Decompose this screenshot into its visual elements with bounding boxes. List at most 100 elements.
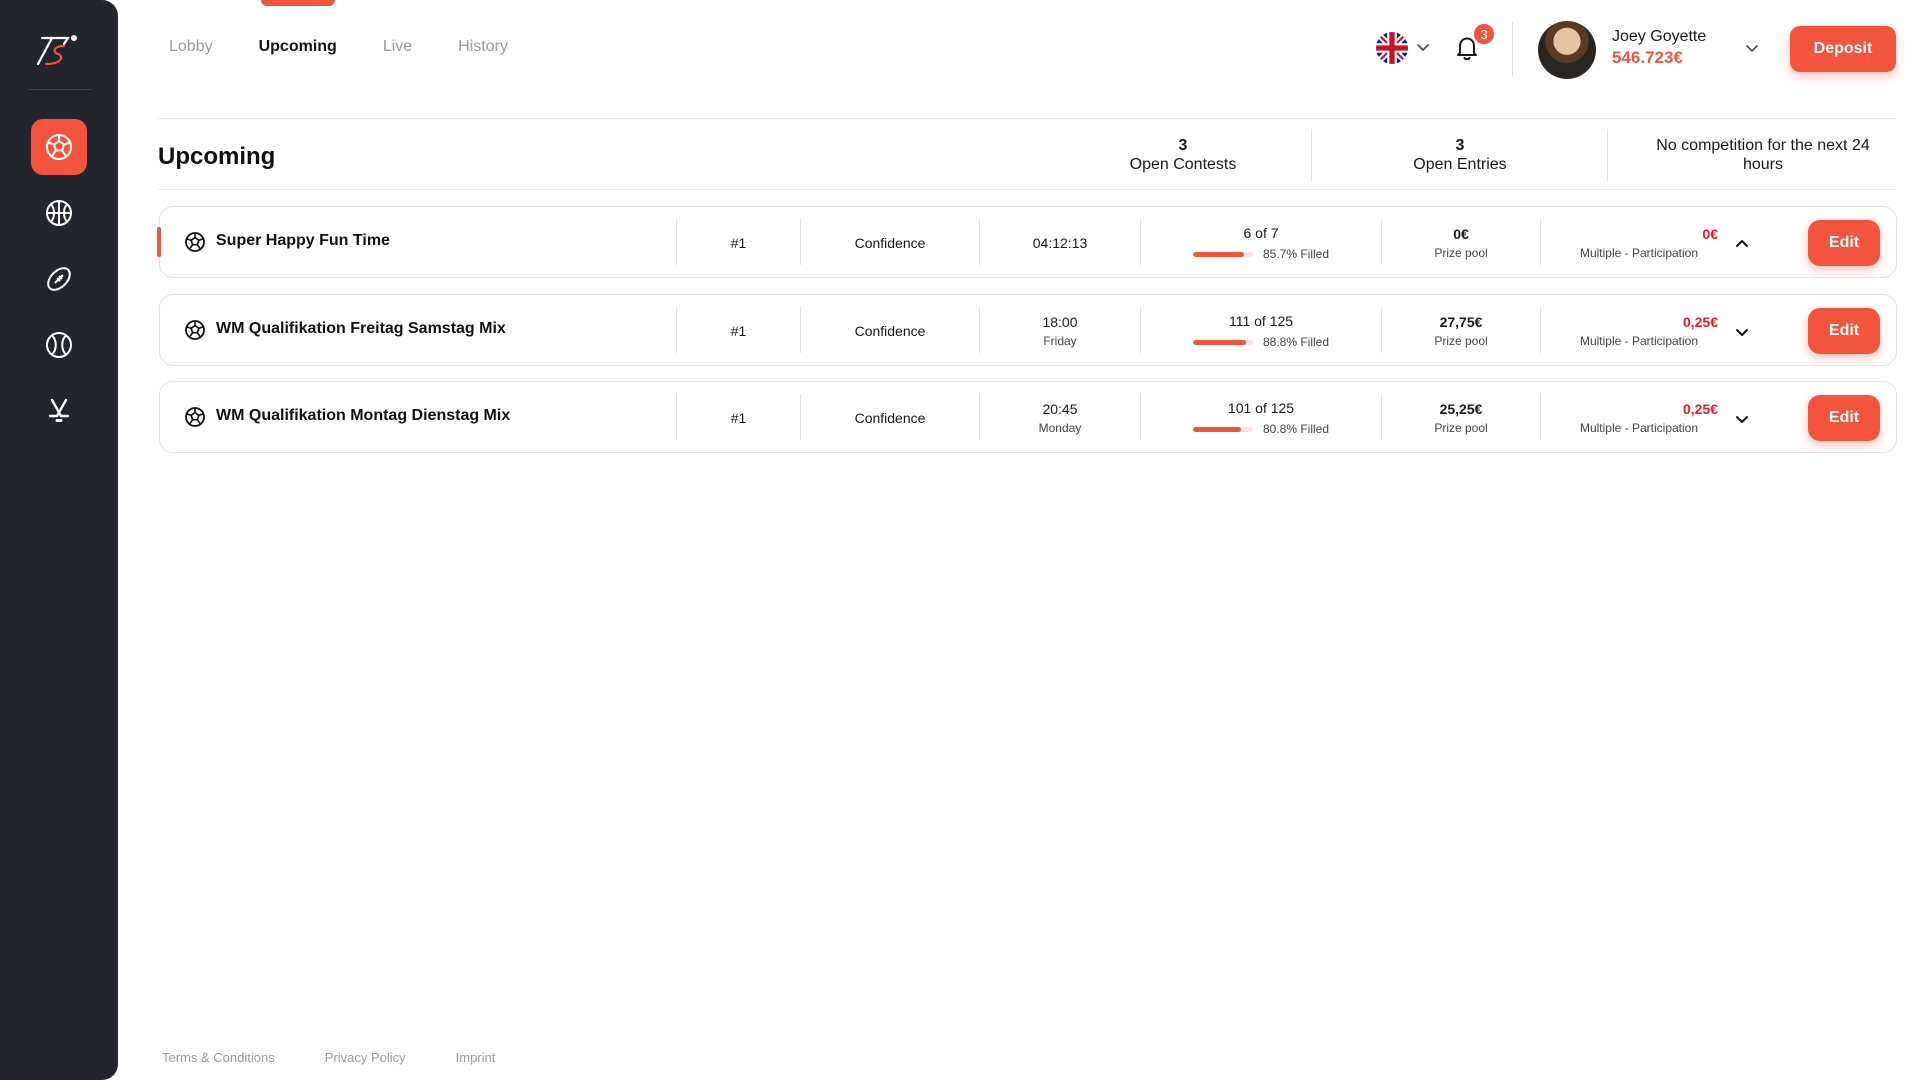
chevron-down-icon[interactable] xyxy=(1416,40,1430,54)
bell-icon[interactable] xyxy=(1454,34,1480,62)
edit-button[interactable]: Edit xyxy=(1808,220,1880,266)
entry-fee-cell: 0,25€ Multiple - Participation xyxy=(1550,382,1728,454)
user-name: Joey Goyette xyxy=(1612,28,1707,45)
contest-entries-cell: 111 of 125 88.8% Filled xyxy=(1141,295,1381,367)
open-contests-label: Open Contests xyxy=(1129,156,1237,173)
contest-type-cell: Confidence xyxy=(801,382,979,454)
tab-upcoming[interactable]: Upcoming xyxy=(258,38,337,55)
soccer-ball-icon xyxy=(185,407,205,427)
active-tab-indicator xyxy=(261,0,335,6)
participation-label: Multiple - Participation xyxy=(1579,421,1699,435)
deposit-button[interactable]: Deposit xyxy=(1790,26,1896,72)
next-competition-text: No competition for the next 24 hours xyxy=(1656,137,1870,173)
contest-rank: #1 xyxy=(730,235,747,251)
fill-progress-track xyxy=(1192,339,1253,345)
tab-history[interactable]: History xyxy=(458,38,508,55)
contest-entries: 101 of 125 xyxy=(1227,400,1295,416)
column-divider xyxy=(1381,307,1382,353)
fill-progress-track xyxy=(1192,251,1253,257)
contest-entries-cell: 6 of 7 85.7% Filled xyxy=(1141,207,1381,279)
fill-percent-label: 88.8% Filled xyxy=(1262,335,1330,349)
fill-percent-label: 80.8% Filled xyxy=(1262,422,1330,436)
edit-button[interactable]: Edit xyxy=(1808,308,1880,354)
stat-divider xyxy=(1607,129,1608,181)
prize-pool-cell: 0€ Prize pool xyxy=(1382,207,1540,279)
contest-row[interactable]: Super Happy Fun Time #1 Confidence 04:12… xyxy=(157,206,1897,279)
notification-badge: 3 xyxy=(1472,22,1496,46)
prize-pool-cell: 25,25€ Prize pool xyxy=(1382,382,1540,454)
contest-type: Confidence xyxy=(854,235,926,251)
next-competition-stat: No competition for the next 24 hours xyxy=(1638,119,1888,191)
contest-day: Monday xyxy=(1038,421,1082,435)
chevron-down-icon[interactable] xyxy=(1744,40,1760,56)
contest-rank: #1 xyxy=(730,323,747,339)
contest-entries: 111 of 125 xyxy=(1228,313,1294,329)
privacy-link[interactable]: Privacy Policy xyxy=(324,1050,406,1065)
sidebar-item-american-football[interactable] xyxy=(31,251,87,307)
soccer-ball-icon xyxy=(185,232,205,252)
sidebar-item-tennis[interactable] xyxy=(31,317,87,373)
column-divider xyxy=(979,219,980,265)
stat-divider xyxy=(1311,129,1312,181)
column-divider xyxy=(676,219,677,265)
chevron-down-icon[interactable] xyxy=(1734,411,1750,427)
fill-progress-bar xyxy=(1192,426,1242,432)
tab-lobby[interactable]: Lobby xyxy=(169,38,213,55)
contest-name[interactable]: WM Qualifikation Freitag Samstag Mix xyxy=(216,320,506,337)
column-divider xyxy=(979,394,980,440)
entry-fee-value: 0,25€ xyxy=(1682,401,1718,417)
entry-fee-value: 0€ xyxy=(1702,226,1718,242)
contest-time-cell: 04:12:13 xyxy=(980,207,1140,279)
summary-bar: Upcoming 3 Open Contests 3 Open Entries … xyxy=(158,118,1896,190)
fill-progress-track xyxy=(1192,426,1253,432)
uk-flag-icon[interactable] xyxy=(1376,32,1408,64)
column-divider xyxy=(676,307,677,353)
edit-button[interactable]: Edit xyxy=(1808,395,1880,441)
sidebar-divider xyxy=(28,89,92,90)
column-divider xyxy=(800,394,801,440)
column-divider xyxy=(1140,219,1141,265)
contest-time: 20:45 xyxy=(1042,401,1078,417)
footer: Terms & Conditions Privacy Policy Imprin… xyxy=(162,1050,545,1065)
open-entries-stat: 3 Open Entries xyxy=(1315,119,1605,191)
entry-fee-value: 0,25€ xyxy=(1682,314,1718,330)
contest-name[interactable]: Super Happy Fun Time xyxy=(216,232,390,249)
fill-progress-bar xyxy=(1192,339,1247,345)
participation-label: Multiple - Participation xyxy=(1579,246,1699,260)
sidebar-item-soccer[interactable] xyxy=(31,119,87,175)
sidebar-item-basketball[interactable] xyxy=(31,185,87,241)
row-active-accent xyxy=(157,227,161,257)
ice-hockey-icon xyxy=(48,398,70,422)
contest-rank-cell: #1 xyxy=(677,295,800,367)
column-divider xyxy=(1140,394,1141,440)
basketball-icon xyxy=(46,200,72,226)
tab-live[interactable]: Live xyxy=(382,38,413,55)
column-divider xyxy=(1540,219,1541,265)
contest-day: Friday xyxy=(1043,334,1077,348)
contest-entries-cell: 101 of 125 80.8% Filled xyxy=(1141,382,1381,454)
contest-row[interactable]: WM Qualifikation Freitag Samstag Mix #1 … xyxy=(159,294,1897,366)
tennis-ball-icon xyxy=(46,332,72,358)
sidebar xyxy=(0,0,118,1080)
column-divider xyxy=(800,307,801,353)
fill-percent-label: 85.7% Filled xyxy=(1262,247,1330,261)
contest-row[interactable]: WM Qualifikation Montag Dienstag Mix #1 … xyxy=(159,381,1897,453)
column-divider xyxy=(1540,394,1541,440)
prize-pool-label: Prize pool xyxy=(1434,421,1488,435)
prize-pool-value: 27,75€ xyxy=(1439,314,1483,330)
contest-time: 18:00 xyxy=(1042,314,1078,330)
contest-name[interactable]: WM Qualifikation Montag Dienstag Mix xyxy=(216,407,511,424)
terms-link[interactable]: Terms & Conditions xyxy=(162,1050,275,1065)
avatar[interactable] xyxy=(1538,21,1596,79)
fill-progress: 80.8% Filled xyxy=(1192,422,1330,436)
entry-fee-cell: 0,25€ Multiple - Participation xyxy=(1550,295,1728,367)
chevron-up-icon[interactable] xyxy=(1734,236,1750,252)
contest-type: Confidence xyxy=(854,323,926,339)
chevron-down-icon[interactable] xyxy=(1734,324,1750,340)
contest-rank-cell: #1 xyxy=(677,207,800,279)
brand-logo-icon[interactable] xyxy=(34,32,78,68)
sidebar-item-ice-hockey[interactable] xyxy=(31,383,87,439)
prize-pool-value: 0€ xyxy=(1453,226,1469,242)
imprint-link[interactable]: Imprint xyxy=(455,1050,496,1065)
contest-entries: 6 of 7 xyxy=(1243,225,1279,241)
